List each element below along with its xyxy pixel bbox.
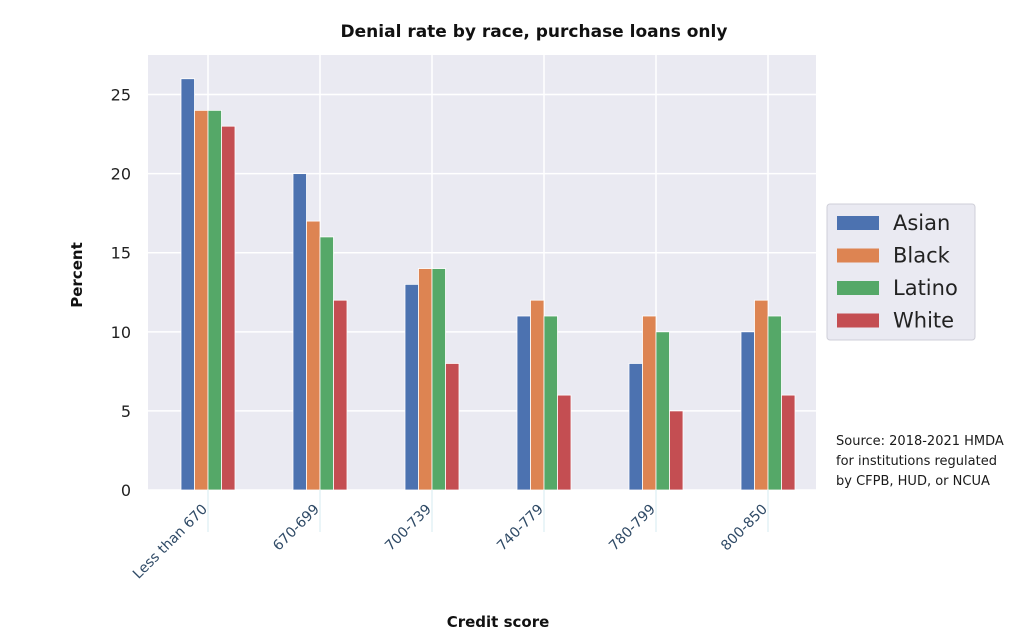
bar-black (642, 315, 657, 491)
bar-latino (207, 109, 222, 491)
bar-white (781, 394, 796, 491)
y-tick-label: 5 (121, 402, 131, 421)
legend-swatch (837, 281, 879, 295)
source-line: for institutions regulated (836, 454, 997, 469)
y-tick-label: 10 (111, 323, 131, 342)
legend-label: Latino (893, 276, 958, 300)
bar-black (306, 220, 321, 491)
legend-box (826, 203, 976, 341)
x-tick-label: 700-739 (382, 502, 435, 555)
source-line: by CFPB, HUD, or NCUA (836, 474, 990, 489)
y-tick-label: 15 (111, 244, 131, 263)
bar-black (530, 299, 545, 491)
source-line: Source: 2018-2021 HMDA (836, 434, 1004, 449)
legend-swatch (837, 248, 879, 263)
x-tick-label: 670-699 (270, 502, 323, 555)
x-tick-label: 740-779 (494, 502, 547, 555)
plot-area (148, 55, 816, 490)
x-tick-label: 800-850 (718, 502, 771, 555)
bar-asian (180, 78, 195, 491)
bar-asian (404, 283, 419, 491)
x-axis-label: Credit score (447, 613, 550, 631)
bar-black (754, 299, 769, 491)
legend-swatch (837, 216, 879, 230)
y-tick-label: 25 (111, 86, 131, 105)
bar-asian (740, 331, 755, 491)
legend-label: Black (893, 244, 951, 268)
y-tick-label: 20 (111, 165, 131, 184)
x-tick-label: Less than 670 (130, 502, 211, 583)
bar-latino (655, 331, 670, 491)
bar-white (221, 125, 236, 491)
bar-black (418, 268, 433, 491)
legend-label: White (893, 309, 954, 333)
bar-latino (431, 268, 446, 491)
bar-latino (767, 315, 782, 491)
bar-white (445, 363, 460, 491)
bar-black (194, 109, 209, 491)
y-axis-label: Percent (68, 242, 86, 307)
bar-asian (628, 363, 643, 491)
legend: Asian Black Latino White (826, 203, 976, 341)
bar-asian (292, 173, 307, 491)
bar-latino (543, 315, 558, 491)
bar-white (333, 299, 348, 491)
bars (180, 78, 796, 491)
y-axis-ticks: 0 5 10 15 20 25 (111, 86, 131, 500)
x-tick-label: 780-799 (606, 502, 659, 555)
legend-label: Asian (893, 211, 950, 235)
source-note: Source: 2018-2021 HMDA for institutions … (836, 432, 1021, 492)
bar-white (669, 410, 684, 491)
chart-title: Denial rate by race, purchase loans only (341, 22, 728, 42)
legend-swatch (837, 313, 879, 328)
bar-white (557, 394, 572, 491)
bar-latino (319, 236, 334, 491)
x-axis-ticks: Less than 670 670-699 700-739 740-779 780-79… (130, 490, 771, 582)
y-tick-label: 0 (121, 481, 131, 500)
bar-asian (516, 315, 531, 491)
